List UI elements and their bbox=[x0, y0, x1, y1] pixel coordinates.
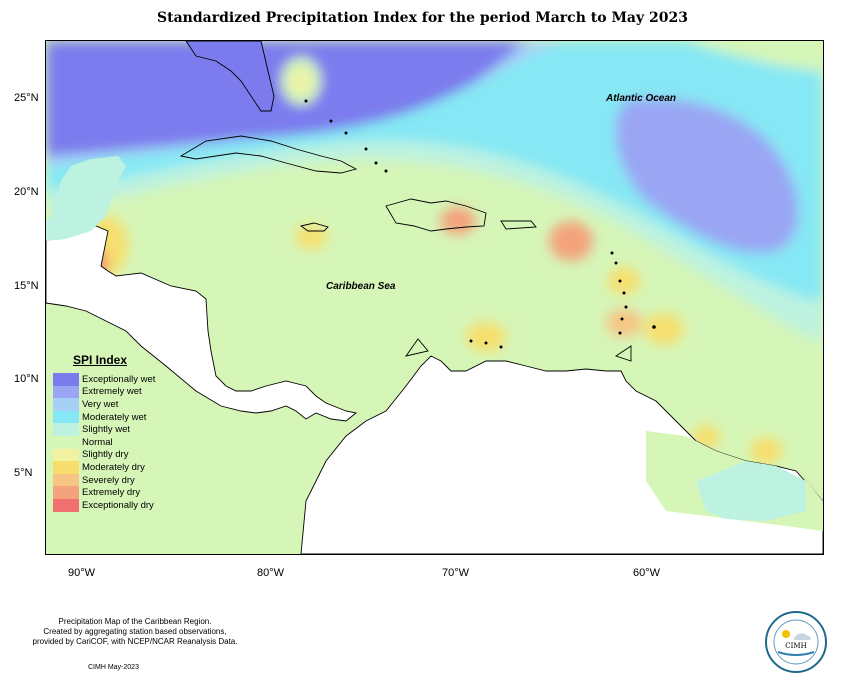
footer-line-3: provided by CariCOF, with NCEP/NCAR Rean… bbox=[32, 637, 238, 646]
legend-item: Exceptionally wet bbox=[53, 373, 163, 386]
legend-item: Normal bbox=[53, 435, 163, 449]
spi-extremely-wet-zone bbox=[615, 98, 799, 253]
legend-item: Very wet bbox=[53, 398, 163, 411]
legend-label: Severely dry bbox=[82, 474, 135, 486]
lat-label-5n: 5°N bbox=[14, 467, 33, 479]
legend-label: Very wet bbox=[82, 398, 119, 410]
legend-item: Moderately wet bbox=[53, 410, 163, 424]
island-outlines bbox=[179, 135, 632, 362]
lon-label-80w: 80°W bbox=[257, 567, 285, 579]
legend-item: Slightly wet bbox=[53, 423, 163, 436]
spi-map bbox=[45, 40, 824, 555]
legend-swatch bbox=[53, 385, 79, 399]
legend-title: SPI Index bbox=[73, 353, 128, 367]
legend-item: Exceptionally dry bbox=[53, 498, 163, 512]
spi-dry-spot-windwards bbox=[608, 267, 640, 295]
lon-label-90w: 90°W bbox=[68, 567, 96, 579]
spi-dry-spot-barbados bbox=[644, 313, 684, 345]
land-florida bbox=[185, 41, 275, 112]
legend-label: Exceptionally dry bbox=[82, 499, 154, 511]
island-cuba bbox=[179, 135, 358, 174]
legend-swatch bbox=[53, 448, 79, 462]
legend-swatch bbox=[53, 435, 79, 449]
spi-dry-spot-stvincent bbox=[606, 309, 642, 337]
legend-swatch bbox=[53, 423, 79, 436]
legend-item: Slightly dry bbox=[53, 448, 163, 462]
footer-text: Precipitation Map of the Caribbean Regio… bbox=[20, 617, 250, 647]
legend-swatch bbox=[53, 410, 79, 424]
lat-label-25n: 25°N bbox=[14, 92, 39, 104]
map-title: Standardized Precipitation Index for the… bbox=[157, 10, 688, 26]
spi-exceptionally-wet-zone bbox=[46, 41, 526, 156]
land-central-america bbox=[46, 225, 358, 422]
landmasses bbox=[46, 41, 823, 554]
island-coast-venezuela bbox=[404, 338, 429, 357]
spi-dry-spot-hispaniola bbox=[440, 207, 476, 235]
logo-text: CIMH bbox=[785, 642, 806, 650]
spi-dry-spot-jamaica bbox=[295, 225, 327, 249]
footer-line-1: Precipitation Map of the Caribbean Regio… bbox=[58, 617, 212, 626]
legend-swatch bbox=[53, 473, 79, 487]
legend-label: Moderately dry bbox=[82, 461, 145, 473]
legend-swatch bbox=[53, 498, 79, 512]
legend-swatch bbox=[53, 373, 79, 386]
legend-item: Moderately dry bbox=[53, 461, 163, 474]
legend-label: Extremely dry bbox=[82, 487, 141, 499]
yucatan-zone bbox=[46, 156, 126, 241]
legend-label: Extremely wet bbox=[82, 386, 142, 398]
legend-label: Moderately wet bbox=[82, 411, 147, 423]
spi-dry-spot-abc bbox=[466, 322, 506, 352]
lat-label-15n: 15°N bbox=[14, 280, 39, 292]
footer-line-2: Created by aggregating station based obs… bbox=[43, 627, 227, 636]
lat-label-10n: 10°N bbox=[14, 373, 39, 385]
spi-legend: SPI Index Exceptionally wet Extremely wet… bbox=[53, 353, 163, 512]
cimh-logo: CIMH bbox=[764, 610, 828, 674]
legend-label: Normal bbox=[82, 436, 113, 448]
island-hispaniola bbox=[385, 198, 487, 232]
legend-label: Slightly dry bbox=[82, 449, 129, 461]
legend-swatch bbox=[53, 461, 79, 474]
legend-item: Severely dry bbox=[53, 473, 163, 487]
lat-label-20n: 20°N bbox=[14, 186, 39, 198]
island-puerto-rico bbox=[500, 220, 537, 230]
footer-credit: CIMH May-2023 bbox=[88, 664, 139, 671]
lon-label-70w: 70°W bbox=[442, 567, 470, 579]
legend-item: Extremely wet bbox=[53, 385, 163, 399]
spi-dry-spot-east bbox=[750, 437, 782, 465]
island-jamaica bbox=[299, 222, 329, 232]
spi-slightly-dry-spot-florida bbox=[291, 69, 311, 93]
spi-dry-spot-leewards bbox=[549, 221, 593, 261]
spi-map-canvas bbox=[46, 41, 823, 554]
legend-rows: Exceptionally wet Extremely wet Very wet Mo… bbox=[53, 373, 163, 512]
lon-label-60w: 60°W bbox=[633, 567, 661, 579]
small-islands bbox=[304, 99, 656, 349]
legend-swatch bbox=[53, 486, 79, 499]
island-trinidad bbox=[614, 345, 632, 362]
suriname-zone bbox=[696, 461, 806, 521]
legend-item: Extremely dry bbox=[53, 486, 163, 499]
legend-swatch bbox=[53, 398, 79, 411]
legend-label: Slightly wet bbox=[82, 424, 131, 436]
legend-label: Exceptionally wet bbox=[82, 373, 156, 385]
spi-normal-patch bbox=[686, 41, 823, 71]
caribbean-sea-label: Caribbean Sea bbox=[326, 281, 396, 292]
atlantic-ocean-label: Atlantic Ocean bbox=[606, 93, 677, 104]
